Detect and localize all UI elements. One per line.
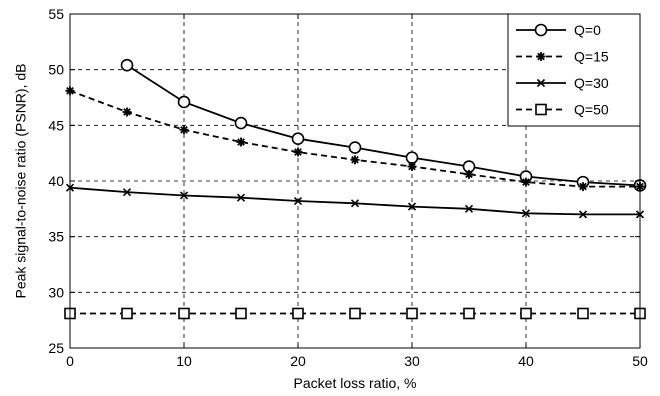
x-marker	[536, 78, 546, 88]
star-marker	[521, 177, 531, 187]
x-marker	[407, 202, 417, 211]
x-marker	[236, 193, 246, 202]
square-marker	[520, 307, 532, 320]
series-Q=50	[64, 307, 646, 320]
x-marker	[578, 210, 588, 219]
x-tick-label: 10	[176, 353, 192, 369]
circle-marker	[177, 95, 191, 109]
legend-entry: Q=0	[516, 22, 601, 38]
x-axis-label: Packet loss ratio, %	[294, 375, 417, 391]
square-marker	[349, 307, 361, 320]
y-tick-label: 35	[48, 229, 64, 245]
star-marker	[536, 52, 546, 61]
y-tick-label: 30	[48, 284, 64, 300]
x-marker	[179, 191, 189, 200]
legend-label: Q=30	[574, 75, 609, 91]
series-line	[69, 186, 640, 216]
series-Q=30	[65, 183, 645, 219]
square-marker	[178, 307, 190, 320]
circle-marker	[291, 132, 305, 145]
star-marker	[179, 125, 189, 135]
star-marker	[407, 162, 417, 172]
square-marker	[463, 307, 475, 320]
square-marker	[577, 307, 589, 320]
square-marker	[121, 307, 133, 320]
legend-entry: Q=50	[516, 102, 609, 118]
square-marker	[406, 307, 418, 320]
star-marker	[293, 147, 303, 157]
circle-marker	[348, 141, 362, 154]
x-marker	[350, 199, 360, 208]
y-tick-label: 25	[48, 340, 64, 356]
star-marker	[350, 155, 360, 165]
y-tick-label: 50	[48, 62, 64, 78]
y-tick-label: 55	[48, 6, 64, 22]
x-tick-label: 30	[404, 353, 420, 369]
x-tick-label: 20	[290, 353, 306, 369]
x-marker	[122, 188, 132, 197]
y-axis-label: Peak signal-to-noise ratio (PSNR), dB	[13, 64, 29, 299]
x-marker	[464, 204, 474, 213]
legend: Q=0 Q=15 Q=30 Q=50	[507, 13, 641, 127]
series-Q=15	[65, 86, 645, 192]
legend-entry: Q=15	[516, 49, 609, 65]
circle-marker	[534, 23, 548, 37]
legend-label: Q=0	[574, 22, 601, 38]
y-tick-label: 45	[48, 117, 64, 133]
star-marker	[464, 169, 474, 179]
square-marker	[535, 103, 547, 116]
square-marker	[292, 307, 304, 320]
star-marker	[122, 107, 132, 117]
legend-box	[507, 13, 641, 127]
circle-marker	[120, 58, 134, 72]
series-line	[126, 64, 641, 187]
circle-marker	[405, 151, 419, 164]
series-Q=0	[120, 58, 647, 192]
y-tick-label: 40	[48, 173, 64, 189]
x-tick-label: 40	[518, 353, 534, 369]
x-tick-label: 50	[632, 353, 648, 369]
x-marker	[293, 196, 303, 206]
star-marker	[236, 137, 246, 147]
x-marker	[521, 209, 531, 218]
legend-label: Q=15	[574, 49, 609, 65]
legend-label: Q=50	[574, 102, 609, 118]
legend-entry: Q=30	[516, 75, 609, 91]
star-marker	[578, 182, 588, 192]
axis-ticks: 0 10 20 30 40 50 25 30 35 40 45 50 55	[48, 6, 648, 369]
square-marker	[235, 307, 247, 320]
x-tick-label: 0	[66, 353, 74, 369]
circle-marker	[234, 116, 248, 130]
